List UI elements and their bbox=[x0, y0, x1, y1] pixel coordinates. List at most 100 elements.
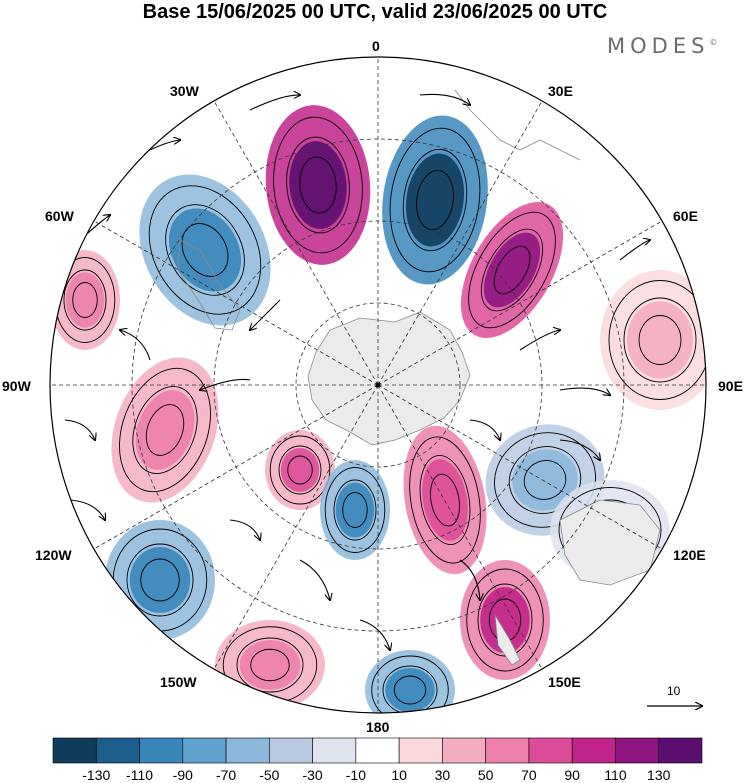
streamline bbox=[469, 419, 500, 440]
colorbar-swatch bbox=[225, 737, 270, 764]
streamline bbox=[64, 419, 95, 440]
meridian-150w bbox=[213, 384, 379, 670]
streamline bbox=[419, 93, 470, 105]
circulation-contour bbox=[72, 282, 98, 318]
anomaly-core bbox=[335, 482, 375, 538]
map-boundary bbox=[49, 56, 707, 714]
streamline bbox=[359, 619, 390, 650]
colorbar-tick-label: -70 bbox=[215, 767, 237, 783]
streamline bbox=[200, 378, 251, 390]
colorbar-tick-label: -50 bbox=[259, 767, 280, 783]
colorbar-swatch bbox=[269, 737, 313, 764]
colorbar-swatch bbox=[658, 737, 703, 764]
colorbar-tick-label: -130 bbox=[82, 767, 111, 783]
colorbar-swatch bbox=[615, 737, 660, 764]
circulation-contour bbox=[393, 675, 427, 705]
new-zealand-coast bbox=[494, 614, 521, 666]
anomaly-core bbox=[129, 547, 191, 613]
streamline bbox=[250, 299, 281, 330]
brand-mark: © bbox=[709, 38, 718, 47]
colorbar-swatch bbox=[139, 737, 184, 764]
circulation-contour bbox=[468, 211, 556, 329]
circulation-contour bbox=[145, 404, 185, 456]
streamline bbox=[599, 700, 640, 713]
colorbar-tick-label: -30 bbox=[302, 767, 323, 783]
circulation-contour bbox=[287, 455, 313, 485]
circulation-contour bbox=[165, 204, 245, 296]
streamline bbox=[619, 610, 660, 641]
colorbar-tick-label: 90 bbox=[564, 767, 580, 783]
colorbar bbox=[52, 737, 703, 764]
circulation-contour bbox=[250, 648, 290, 682]
anomaly-core bbox=[405, 153, 465, 247]
colorbar-tick-label: -110 bbox=[126, 767, 154, 783]
circulation-contour bbox=[466, 568, 544, 672]
lon-label-60e: 60E bbox=[673, 208, 698, 224]
reference-vector-label: 10 bbox=[667, 684, 681, 698]
anomaly-core bbox=[512, 449, 578, 511]
lon-label-30e: 30E bbox=[548, 83, 573, 99]
circulation-contour bbox=[409, 436, 481, 564]
graticule bbox=[50, 57, 706, 713]
streamline bbox=[229, 519, 260, 540]
colorbar-tick-label: 10 bbox=[391, 767, 407, 783]
circulation-contour bbox=[132, 386, 198, 474]
circulation-contour bbox=[286, 136, 350, 234]
colorbar-swatch bbox=[312, 737, 357, 764]
colorbar-tick-label: -10 bbox=[345, 767, 366, 783]
meridian-150e bbox=[377, 384, 543, 670]
lon-label-180: 180 bbox=[366, 719, 390, 735]
streamline bbox=[619, 240, 650, 261]
circulation-contour bbox=[608, 280, 706, 400]
anomaly-core bbox=[480, 587, 530, 653]
circulation-contour bbox=[493, 245, 531, 295]
meridian-120e bbox=[377, 384, 663, 550]
map-title: Base 15/06/2025 00 UTC, valid 23/06/2025… bbox=[142, 1, 608, 23]
circulation-contour bbox=[430, 473, 460, 527]
circulation-contour bbox=[333, 479, 377, 541]
australia-coast bbox=[559, 499, 661, 586]
meridian-60e bbox=[377, 220, 663, 386]
anomaly-core bbox=[483, 232, 541, 308]
streamline bbox=[459, 559, 480, 600]
circulation-contour bbox=[324, 467, 386, 553]
circulation-contour bbox=[63, 269, 107, 331]
lon-label-30w: 30W bbox=[170, 83, 199, 99]
streamline bbox=[470, 724, 520, 735]
circulation-contour bbox=[382, 665, 438, 713]
circulation-contour bbox=[278, 445, 322, 495]
circulation-contour bbox=[638, 315, 682, 365]
colorbar-swatch bbox=[528, 737, 573, 764]
meridian-60w bbox=[93, 220, 379, 386]
circulation-contour bbox=[273, 116, 363, 254]
lon-label-90w: 90W bbox=[2, 378, 31, 394]
colorbar-swatch bbox=[95, 737, 140, 764]
streamline bbox=[119, 639, 165, 660]
circulation-contour bbox=[236, 637, 304, 693]
colorbar-tick-label: -90 bbox=[172, 767, 193, 783]
streamline bbox=[120, 330, 151, 361]
streamline bbox=[299, 559, 330, 600]
circulation-contour bbox=[477, 583, 533, 657]
streamline bbox=[240, 719, 290, 730]
circulation-contour bbox=[523, 460, 567, 500]
anomaly-field bbox=[50, 105, 706, 713]
anomaly-core bbox=[289, 141, 347, 229]
anomaly-core bbox=[385, 668, 435, 712]
colorbar-swatch bbox=[355, 737, 400, 764]
anomaly-core bbox=[627, 301, 693, 379]
lon-label-120e: 120E bbox=[673, 547, 706, 563]
circulation-contour bbox=[119, 367, 211, 493]
colorbar-tick-label: 70 bbox=[521, 767, 537, 783]
circulation-contour bbox=[299, 156, 337, 214]
brand-logo: MODES© bbox=[607, 34, 717, 58]
meridian-30e bbox=[377, 100, 543, 386]
latitude-circle-80s bbox=[295, 302, 461, 468]
circulation-contour bbox=[342, 492, 368, 528]
colorbar-swatch bbox=[182, 737, 227, 764]
streamline bbox=[519, 330, 560, 351]
streamline bbox=[69, 499, 105, 520]
colorbar-tick-label: 130 bbox=[647, 767, 671, 783]
circulation-contour bbox=[419, 455, 471, 545]
streamline bbox=[559, 387, 610, 395]
